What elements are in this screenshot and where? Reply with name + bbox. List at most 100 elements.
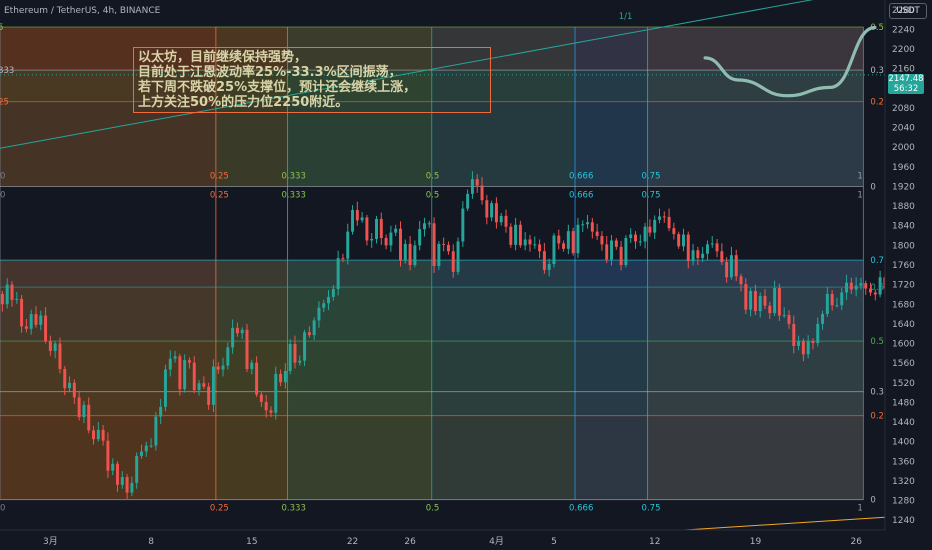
gann-x-label: 0.5 — [426, 504, 440, 514]
candle-body — [63, 369, 67, 389]
gann-level-label-right: 0.75 — [870, 256, 889, 266]
annotation-line-1: 以太坊，目前继续保持强势， — [138, 50, 308, 65]
y-tick-label: 1280 — [892, 497, 915, 507]
candle-body — [744, 284, 748, 310]
candle-body — [720, 251, 724, 263]
y-tick-label: 2080 — [892, 104, 915, 114]
candle-body — [298, 360, 302, 363]
y-tick-label: 1720 — [892, 281, 915, 291]
candle-body — [293, 344, 297, 363]
candle-body — [686, 234, 690, 262]
candle-body — [629, 234, 633, 239]
currency-selector[interactable]: USDT — [889, 3, 927, 19]
candle-body — [140, 451, 143, 456]
candle-body — [96, 429, 100, 440]
candle-body — [845, 282, 849, 293]
gann-column — [575, 26, 648, 187]
candle-body — [216, 366, 220, 370]
x-tick-label: 22 — [347, 537, 358, 547]
candle-body — [634, 234, 637, 242]
projection-curve — [703, 25, 877, 98]
y-tick-label: 2240 — [892, 25, 915, 35]
candle-body — [864, 283, 868, 289]
candle-body — [504, 215, 508, 227]
candle-body — [605, 244, 609, 260]
candle-body — [154, 416, 158, 446]
candle-body — [869, 288, 873, 293]
gann-level-label-right: 0.5 — [870, 337, 884, 347]
candle-body — [509, 226, 513, 245]
candle-body — [235, 327, 239, 334]
candle-body — [768, 305, 772, 314]
candle-body — [696, 250, 700, 259]
candle-body — [442, 243, 446, 245]
candle-body — [379, 218, 383, 239]
candle-body — [777, 288, 781, 316]
candle-body — [82, 404, 86, 418]
candle-body — [207, 386, 211, 405]
candle-body — [475, 179, 479, 186]
candle-body — [681, 234, 685, 247]
candle-body — [279, 373, 283, 383]
candle-body — [701, 253, 705, 259]
candle-body — [538, 244, 542, 252]
gann-x-label: 0.666 — [569, 171, 593, 181]
candle-body — [437, 243, 441, 266]
candle-body — [638, 241, 642, 243]
analysis-annotation[interactable]: 以太坊，目前继续保持强势， 目前处于江恩波动率25%-33.3%区间振荡， 若下… — [133, 47, 491, 113]
candle-body — [427, 223, 431, 225]
candle-body — [854, 285, 858, 290]
candle-body — [576, 224, 580, 254]
candle-body — [466, 193, 470, 209]
candle-body — [389, 232, 393, 246]
candle-body — [859, 283, 863, 286]
candle-body — [499, 215, 503, 223]
candle-body — [226, 347, 230, 366]
y-tick-label: 1560 — [892, 359, 915, 369]
candle-body — [667, 216, 671, 229]
candle-body — [672, 228, 676, 235]
candle-body — [485, 200, 489, 218]
candle-body — [614, 240, 618, 247]
candle-body — [643, 226, 647, 242]
gann-x-label: 0.25 — [210, 190, 229, 200]
candle-body — [705, 244, 709, 254]
x-tick-label: 26 — [404, 537, 416, 547]
candle-body — [739, 276, 743, 285]
candle-body — [408, 243, 412, 265]
y-tick-label: 1440 — [892, 418, 915, 428]
candle-body — [547, 264, 551, 270]
candle-body — [159, 406, 163, 417]
gann-x-label: 0.75 — [642, 190, 661, 200]
candle-body — [135, 455, 139, 483]
gann-x-label: 0.25 — [210, 504, 229, 514]
candle-body — [274, 373, 278, 413]
candle-body — [303, 332, 307, 361]
candle-body — [29, 314, 33, 329]
candle-body — [394, 228, 398, 233]
gann-column — [431, 26, 576, 187]
candle-body — [461, 208, 465, 242]
candle-body — [562, 243, 566, 249]
candle-body — [710, 243, 714, 245]
x-tick-label: 8 — [148, 537, 154, 547]
y-tick-label: 2280 — [892, 6, 915, 16]
last-price-badge: 2147.48 56:32 — [888, 74, 924, 94]
gann-level-label-right: 0 — [870, 496, 875, 506]
candle-body — [801, 341, 805, 355]
candle-body — [375, 218, 378, 239]
last-price-value: 2147.48 — [888, 74, 924, 84]
candle-body — [552, 235, 556, 265]
candle-body — [68, 382, 72, 389]
candle-body — [494, 203, 498, 223]
y-tick-label: 1400 — [892, 438, 915, 448]
candle-body — [792, 323, 796, 346]
candle-body — [365, 217, 369, 241]
gann-level-label-right: 0 — [870, 182, 875, 192]
y-tick-label: 1840 — [892, 222, 915, 232]
projection-layer — [703, 25, 877, 98]
gann-x-label: 0.75 — [642, 171, 661, 181]
candle-body — [490, 203, 494, 218]
gann-x-label: 0.25 — [210, 171, 229, 181]
